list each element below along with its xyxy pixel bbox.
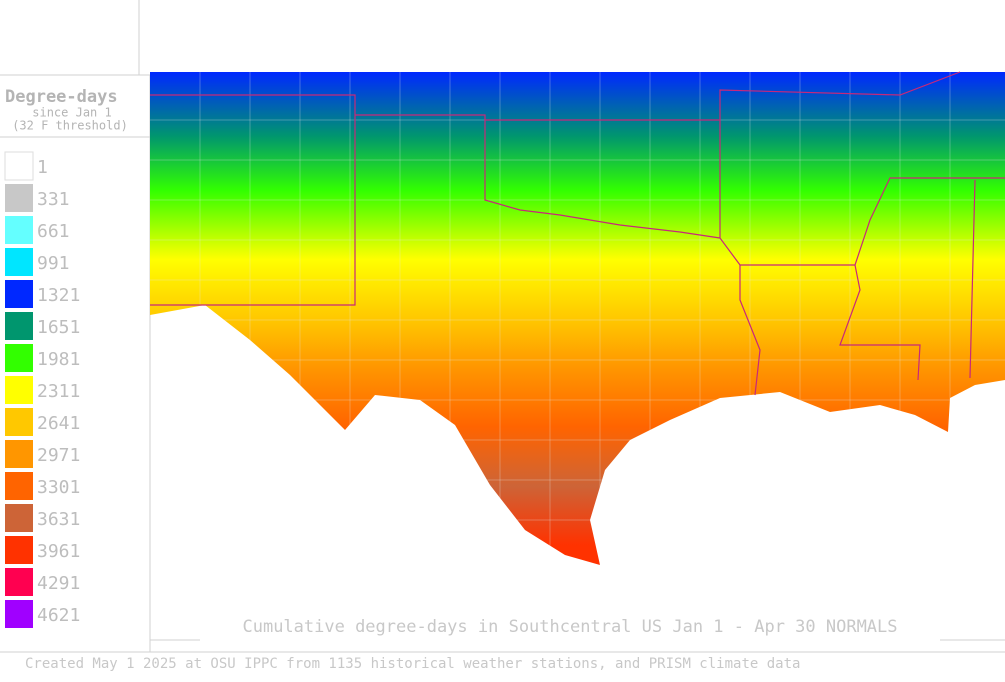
legend-value: 2641 <box>37 413 80 434</box>
legend-value: 331 <box>37 189 70 210</box>
legend: 1 331 661 991 1321 1651 1981 2311 2641 2971 3301 36… <box>4 151 80 628</box>
legend-threshold: (32 F threshold) <box>12 119 128 133</box>
legend-value: 2971 <box>37 445 80 466</box>
legend-value: 991 <box>37 253 70 274</box>
legend-value: 661 <box>37 221 70 242</box>
legend-value: 4621 <box>37 605 80 626</box>
map-fill <box>150 72 1005 565</box>
legend-swatch <box>5 248 33 276</box>
legend-value: 4291 <box>37 573 80 594</box>
legend-swatch <box>5 312 33 340</box>
legend-swatch <box>5 408 33 436</box>
legend-value: 3301 <box>37 477 80 498</box>
legend-swatch <box>5 376 33 404</box>
legend-swatch <box>5 504 33 532</box>
map-caption: Cumulative degree-days in Southcentral U… <box>242 617 897 637</box>
legend-value: 1651 <box>37 317 80 338</box>
legend-title: Degree-days <box>5 87 118 107</box>
legend-swatch <box>5 440 33 468</box>
legend-value: 3961 <box>37 541 80 562</box>
legend-swatch <box>5 280 33 308</box>
legend-swatch <box>5 216 33 244</box>
legend-swatch <box>5 600 33 628</box>
map <box>150 71 1005 565</box>
footer: Created May 1 2025 at OSU IPPC from 1135… <box>25 656 800 672</box>
legend-swatch <box>5 344 33 372</box>
legend-swatch <box>5 536 33 564</box>
legend-swatch <box>4 151 34 181</box>
state-borders <box>150 71 1005 396</box>
legend-swatch <box>5 472 33 500</box>
legend-value: 2311 <box>37 381 80 402</box>
legend-value: 1321 <box>37 285 80 306</box>
legend-value: 1981 <box>37 349 80 370</box>
legend-value: 1 <box>37 157 48 178</box>
legend-value: 3631 <box>37 509 80 530</box>
legend-subtitle: since Jan 1 <box>32 106 111 120</box>
legend-swatch <box>5 568 33 596</box>
legend-swatch <box>5 184 33 212</box>
